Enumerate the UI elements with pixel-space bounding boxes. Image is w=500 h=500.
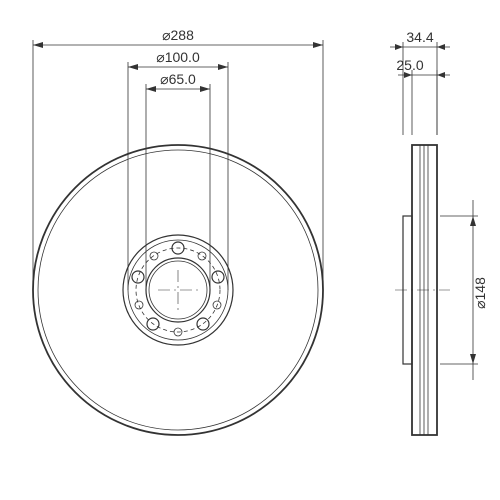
dim-w34: 34.4 <box>406 29 433 45</box>
hub-d100 <box>128 240 228 340</box>
dimensions-top: ⌀288 ⌀100.0 ⌀65.0 <box>33 27 323 290</box>
dim-w25: 25.0 <box>396 57 423 73</box>
outer-diameter-circle <box>33 145 323 435</box>
dim-d288: ⌀288 <box>162 27 194 43</box>
dimensions-side: 34.4 25.0 ⌀148 <box>390 29 488 380</box>
front-view <box>33 145 323 435</box>
side-view <box>395 145 450 435</box>
drawing-canvas: ⌀288 ⌀100.0 ⌀65.0 34.4 <box>0 0 500 500</box>
center-bore <box>146 258 210 322</box>
dim-d148: ⌀148 <box>472 277 488 309</box>
dim-d100: ⌀100.0 <box>156 49 200 65</box>
dim-d65: ⌀65.0 <box>160 71 196 87</box>
center-bore-chamfer <box>149 261 207 319</box>
outer-chamfer <box>38 150 318 430</box>
hub-outer <box>123 235 233 345</box>
